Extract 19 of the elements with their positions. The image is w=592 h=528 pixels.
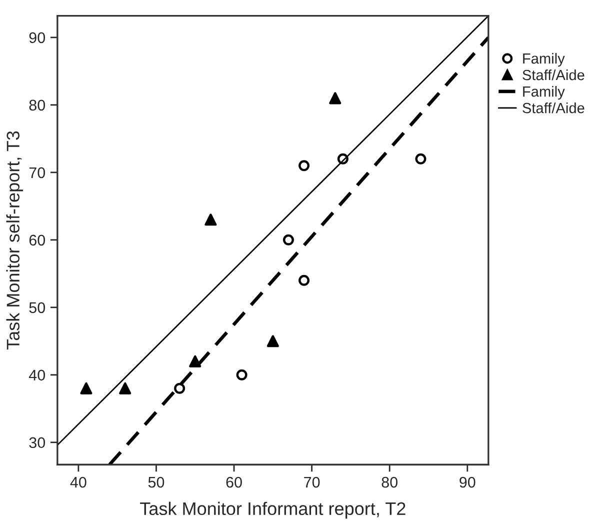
x-tick-label: 70 xyxy=(304,476,320,488)
legend-label: Family xyxy=(523,86,565,100)
y-axis-title: Task Monitor self-report, T3 xyxy=(6,131,24,350)
legend-label: Staff/Aide xyxy=(522,102,584,114)
y-tick-label: 60 xyxy=(29,234,46,246)
x-tick-label: 60 xyxy=(226,476,242,488)
y-tick-label: 40 xyxy=(28,370,46,381)
x-tick-label: 80 xyxy=(382,476,398,488)
y-tick-label: 70 xyxy=(29,167,46,178)
x-tick-label: 50 xyxy=(148,476,164,488)
x-axis-title: Task Monitor Informant report, T2 xyxy=(140,502,406,519)
x-tick-label: 40 xyxy=(70,476,86,488)
y-tick-label: 30 xyxy=(29,437,46,448)
y-tick-label: 90 xyxy=(29,32,46,44)
legend-label: Staff/Aide xyxy=(522,69,584,80)
x-tick-label: 90 xyxy=(460,476,476,488)
y-tick-label: 50 xyxy=(29,302,46,314)
legend-label: Family xyxy=(523,52,565,67)
y-tick-label: 80 xyxy=(29,100,46,111)
